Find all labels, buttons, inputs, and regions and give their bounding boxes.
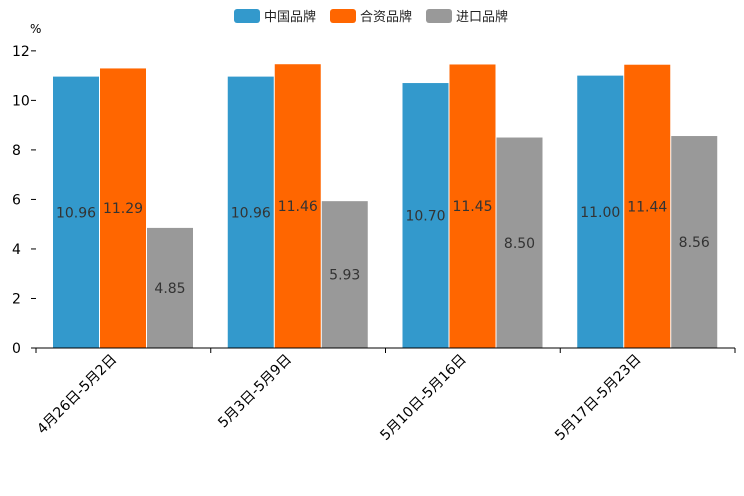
bar-2-2 bbox=[274, 64, 321, 348]
x-tick-label: 5月10日-5月16日 bbox=[377, 352, 469, 444]
legend-label-2: 合资品牌 bbox=[360, 9, 412, 25]
bar-1-4 bbox=[577, 75, 624, 348]
y-tick-label: 12 bbox=[12, 44, 30, 60]
y-tick-label: 2 bbox=[12, 291, 21, 307]
bar-3-4 bbox=[671, 136, 718, 348]
data-label: 8.50 bbox=[504, 236, 535, 252]
x-axis: 4月26日-5月2日 5月3日-5月9日 5月10日-5月16日 5月17日-5月23… bbox=[34, 347, 736, 444]
y-tick-label: 6 bbox=[12, 192, 21, 208]
data-label: 8.56 bbox=[679, 235, 710, 251]
legend-label-1: 中国品牌 bbox=[264, 9, 316, 25]
data-label: 10.96 bbox=[56, 205, 96, 221]
data-label: 5.93 bbox=[329, 268, 360, 284]
bar-1-3 bbox=[402, 83, 449, 349]
x-tick-label: 5月3日-5月9日 bbox=[215, 352, 295, 432]
bars: 10.96 11.29 4.85 10.96 11.46 5.93 10.70 11.45 8.… bbox=[53, 64, 718, 349]
data-label: 11.46 bbox=[278, 199, 318, 215]
data-label: 11.00 bbox=[580, 205, 620, 221]
bar-3-1 bbox=[147, 227, 193, 348]
bar-1-2 bbox=[227, 76, 274, 348]
legend: 中国品牌 合资品牌 进口品牌 bbox=[234, 9, 508, 25]
y-tick-label: 4 bbox=[12, 242, 21, 258]
legend-swatch-1 bbox=[234, 9, 260, 23]
y-tick-label: 10 bbox=[12, 93, 30, 109]
legend-label-3: 进口品牌 bbox=[456, 9, 508, 25]
y-tick-label: 0 bbox=[12, 341, 21, 357]
legend-swatch-2 bbox=[330, 9, 356, 23]
bar-3-3 bbox=[496, 137, 543, 348]
x-tick-label: 5月17日-5月23日 bbox=[552, 352, 644, 444]
data-label: 11.45 bbox=[452, 199, 492, 215]
data-label: 11.29 bbox=[103, 201, 143, 217]
data-label: 4.85 bbox=[154, 281, 185, 297]
data-label: 10.70 bbox=[405, 209, 445, 225]
bar-1-1 bbox=[53, 76, 99, 348]
y-axis-unit-label: % bbox=[30, 22, 41, 36]
y-axis: 0 2 4 6 8 10 12 bbox=[12, 44, 36, 357]
legend-swatch-3 bbox=[426, 9, 452, 23]
bar-2-3 bbox=[449, 64, 496, 348]
x-tick-label: 4月26日-5月2日 bbox=[34, 352, 120, 438]
y-tick-label: 8 bbox=[12, 143, 21, 159]
bar-2-1 bbox=[100, 68, 146, 348]
data-label: 10.96 bbox=[231, 205, 271, 221]
bar-2-4 bbox=[624, 64, 671, 348]
data-label: 11.44 bbox=[627, 199, 667, 215]
bar-3-2 bbox=[321, 201, 368, 348]
